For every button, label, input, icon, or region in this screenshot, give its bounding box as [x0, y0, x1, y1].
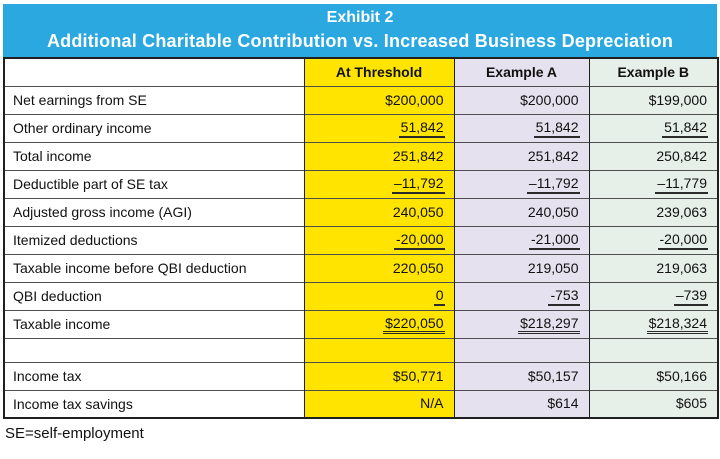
cell-example-a: 51,842: [453, 113, 589, 142]
cell-example-a: 240,050: [453, 197, 589, 226]
table-row: Deductible part of SE tax –11,792 –11,79…: [4, 169, 718, 198]
cell-example-a: [453, 337, 589, 362]
row-label: Other ordinary income: [4, 113, 304, 142]
exhibit-table: At Threshold Example A Example B Net ear…: [3, 57, 719, 419]
cell-at-threshold: $220,050: [303, 309, 454, 338]
cell-at-threshold: [303, 337, 454, 362]
cell-example-b: 51,842: [588, 113, 718, 142]
exhibit-number: Exhibit 2: [326, 9, 394, 26]
cell-at-threshold: 0: [303, 281, 454, 310]
row-label: Deductible part of SE tax: [4, 169, 304, 198]
table-row: Total income 251,842 251,842 250,842: [4, 141, 718, 170]
cell-example-b: $199,000: [588, 85, 718, 114]
row-label: Total income: [4, 141, 304, 170]
cell-at-threshold: –11,792: [303, 169, 454, 198]
row-label: Income tax savings: [4, 389, 304, 418]
column-header-example-a: Example A: [453, 58, 589, 86]
cell-example-a: $50,157: [453, 361, 589, 390]
cell-example-b: –11,779: [588, 169, 718, 198]
table-row: QBI deduction 0 -753 –739: [4, 281, 718, 310]
cell-at-threshold: $50,771: [303, 361, 454, 390]
cell-example-b: –739: [588, 281, 718, 310]
column-header-row: At Threshold Example A Example B: [4, 58, 718, 86]
cell-at-threshold: -20,000: [303, 225, 454, 254]
column-header-example-b: Example B: [588, 58, 718, 86]
cell-example-a: -753: [453, 281, 589, 310]
cell-at-threshold: 220,050: [303, 253, 454, 282]
cell-example-b: 219,063: [588, 253, 718, 282]
column-header-at-threshold: At Threshold: [303, 58, 454, 86]
table-row: Itemized deductions -20,000 -21,000 -20,…: [4, 225, 718, 254]
column-header-blank: [4, 58, 304, 86]
cell-example-a: $200,000: [453, 85, 589, 114]
cell-at-threshold: 240,050: [303, 197, 454, 226]
row-label: Net earnings from SE: [4, 85, 304, 114]
table-row-blank: [4, 337, 718, 362]
cell-example-a: $614: [453, 389, 589, 418]
cell-at-threshold: $200,000: [303, 85, 454, 114]
cell-example-a: –11,792: [453, 169, 589, 198]
cell-at-threshold: N/A: [303, 389, 454, 418]
table-row: Income tax savings N/A $614 $605: [4, 389, 718, 418]
cell-example-a: -21,000: [453, 225, 589, 254]
table-row: Adjusted gross income (AGI) 240,050 240,…: [4, 197, 718, 226]
cell-example-b: $605: [588, 389, 718, 418]
row-label: Taxable income: [4, 309, 304, 338]
row-label: Itemized deductions: [4, 225, 304, 254]
table-row: Income tax $50,771 $50,157 $50,166: [4, 361, 718, 390]
table-row: Taxable income before QBI deduction 220,…: [4, 253, 718, 282]
cell-at-threshold: 251,842: [303, 141, 454, 170]
exhibit-title-banner: Exhibit 2 Additional Charitable Contribu…: [3, 4, 717, 57]
cell-example-b: $50,166: [588, 361, 718, 390]
row-label: Adjusted gross income (AGI): [4, 197, 304, 226]
table-row: Taxable income $220,050 $218,297 $218,32…: [4, 309, 718, 338]
cell-example-a: 219,050: [453, 253, 589, 282]
footnote-se-definition: SE=self-employment: [5, 425, 144, 442]
cell-at-threshold: 51,842: [303, 113, 454, 142]
row-label: [4, 337, 304, 362]
cell-example-b: 250,842: [588, 141, 718, 170]
row-label: Taxable income before QBI deduction: [4, 253, 304, 282]
row-label: Income tax: [4, 361, 304, 390]
cell-example-b: $218,324: [588, 309, 718, 338]
cell-example-b: 239,063: [588, 197, 718, 226]
page: Exhibit 2 Additional Charitable Contribu…: [3, 4, 719, 442]
table-row: Other ordinary income 51,842 51,842 51,8…: [4, 113, 718, 142]
table-row: Net earnings from SE $200,000 $200,000 $…: [4, 85, 718, 114]
exhibit-title: Additional Charitable Contribution vs. I…: [46, 31, 674, 51]
cell-example-b: [588, 337, 718, 362]
row-label: QBI deduction: [4, 281, 304, 310]
cell-example-b: -20,000: [588, 225, 718, 254]
cell-example-a: 251,842: [453, 141, 589, 170]
cell-example-a: $218,297: [453, 309, 589, 338]
